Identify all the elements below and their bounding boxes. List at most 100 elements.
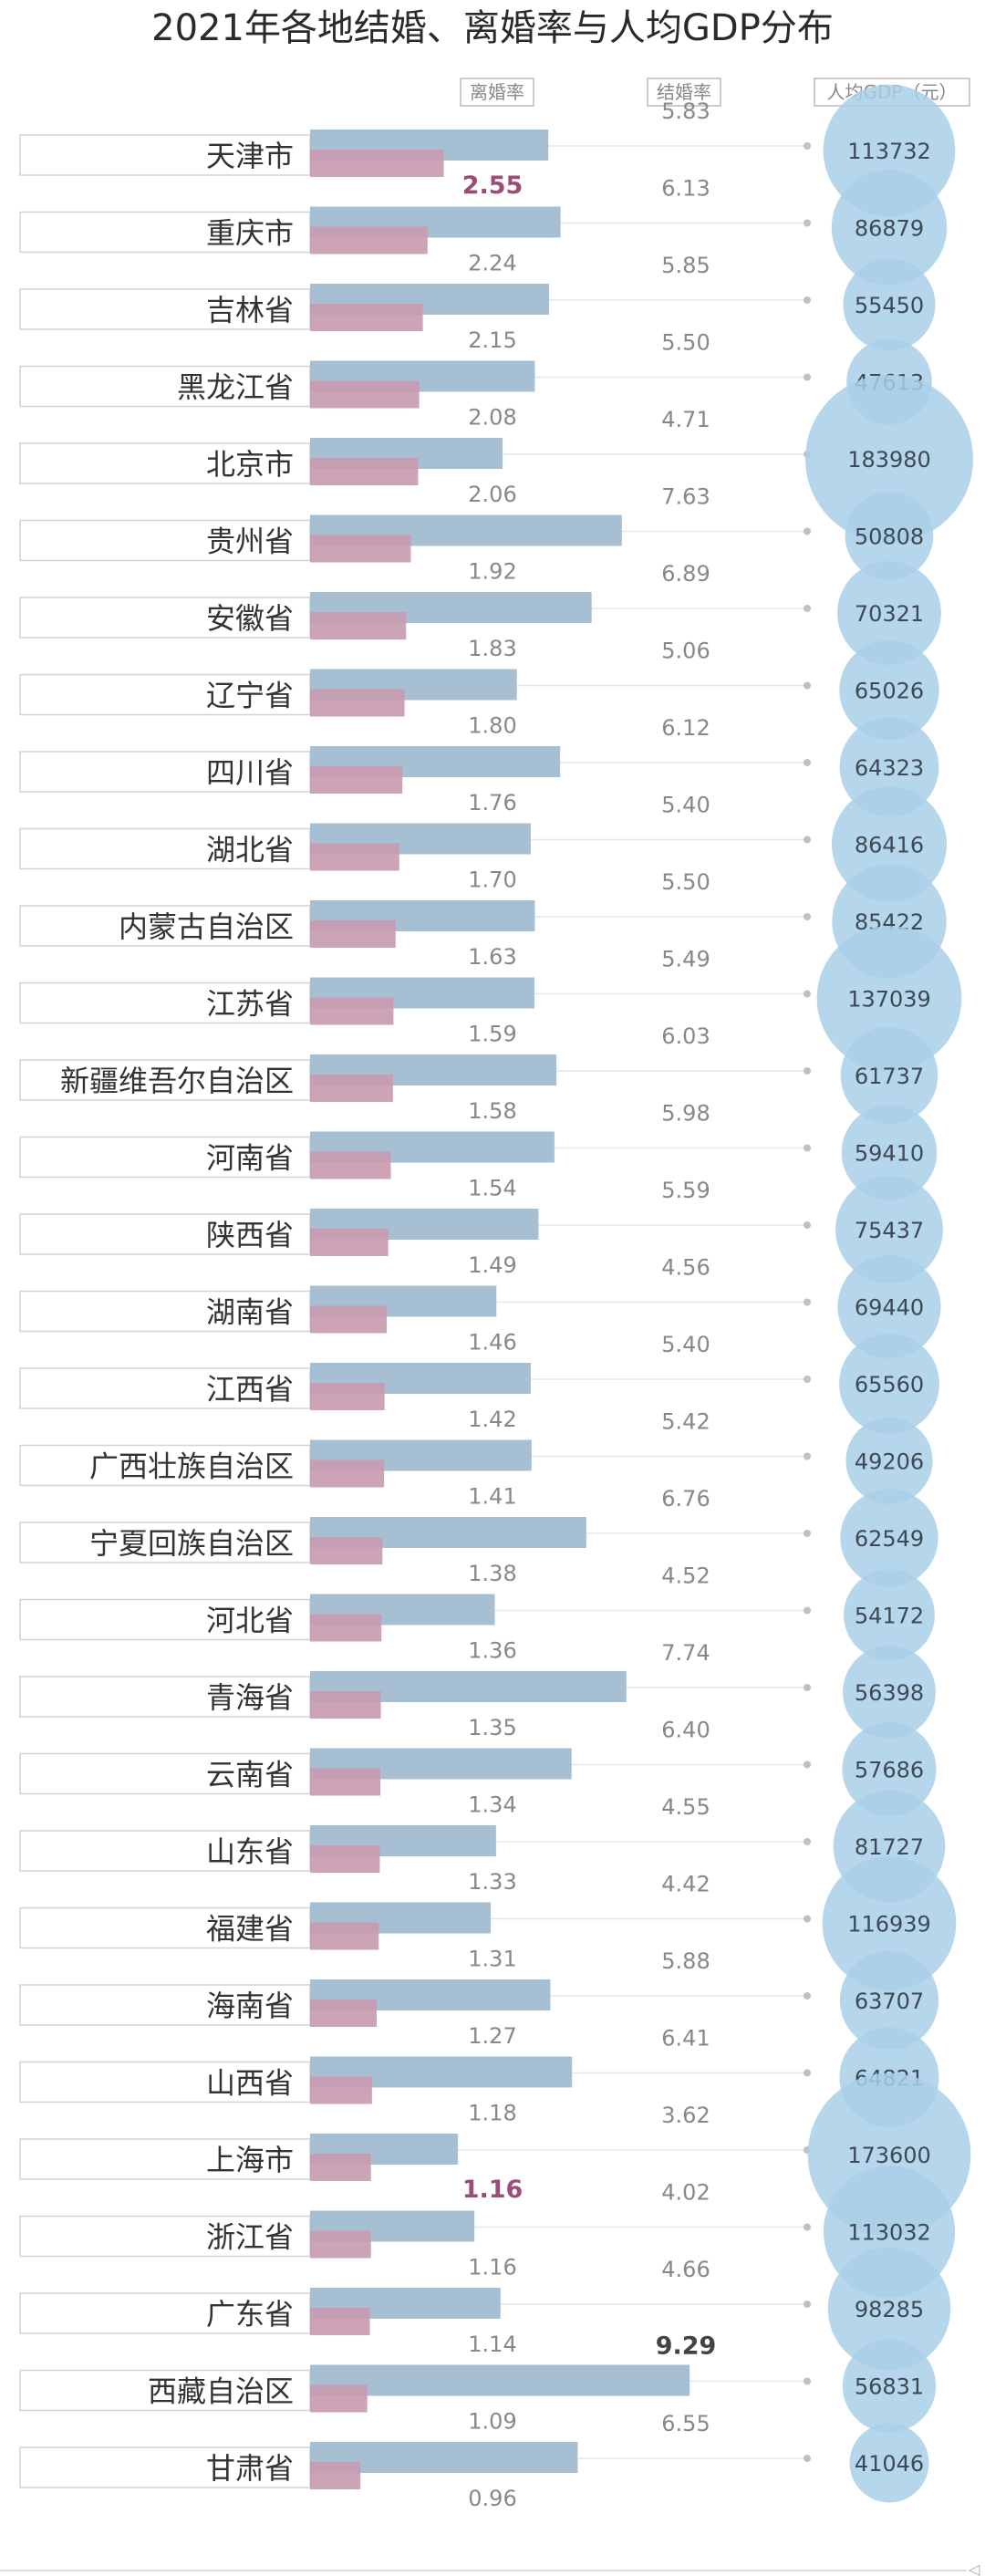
divorce-bar [310,2000,378,2027]
divorce-value-label: 1.16 [462,2176,524,2204]
divorce-bar [310,380,420,409]
chart-row: 贵州省 7.63 1.92 50808 [19,484,934,585]
marriage-value-label: 5.59 [661,1178,710,1203]
marriage-bar [310,2364,690,2396]
chart-row: 四川省 6.12 1.76 64323 [19,715,939,817]
divorce-bar [310,1383,385,1410]
guide-dot [804,1915,811,1923]
divorce-bar [310,535,411,563]
gdp-value-label: 173600 [847,2143,931,2168]
guide-dot [804,681,811,690]
guide-dot [804,1221,811,1229]
guide-dot [804,913,811,920]
gdp-value-label: 65560 [855,1372,924,1397]
gdp-bubble [842,2339,937,2433]
category-label: 上海市 [206,2143,294,2177]
chart-row: 吉林省 5.85 2.15 55450 [19,253,936,353]
guide-dot [804,219,811,227]
category-label: 山西省 [206,2066,294,2101]
divorce-bar [310,1305,387,1334]
gdp-value-label: 69440 [855,1295,924,1321]
category-label: 湖北省 [206,833,294,867]
category-label: 重庆市 [206,216,294,251]
divorce-value-label: 1.76 [468,790,516,815]
chart-row: 天津市 5.83 2.55 113732 [19,84,956,217]
guide-dot [804,990,811,998]
divorce-bar [310,2384,368,2413]
gdp-bubble [844,1569,935,1661]
marriage-value-label: 7.63 [661,484,710,510]
guide-dot [804,1298,811,1306]
guide-dot [804,373,811,381]
divorce-value-label: 2.24 [468,251,516,276]
marriage-value-label: 5.40 [661,793,710,818]
gdp-bubble [843,258,936,351]
divorce-value-label: 1.49 [468,1252,516,1278]
category-label: 黑龙江省 [177,370,294,405]
gdp-bubble [816,926,962,1071]
category-box [19,1598,311,1641]
gdp-bubble [840,1026,938,1125]
gdp-bubble [842,1721,937,1817]
marriage-value-label: 6.12 [661,715,710,741]
chart-row: 河北省 4.52 1.36 54172 [19,1563,935,1664]
chart-row: 福建省 4.42 1.31 116939 [19,1856,957,1990]
divorce-value-label: 1.14 [468,2332,516,2357]
marriage-value-label: 6.76 [661,1486,710,1511]
gdp-bubble [839,1334,939,1434]
divorce-bar [310,458,419,485]
divorce-bar [310,1614,382,1642]
gdp-bubble [839,639,939,741]
gdp-bubble [839,1950,939,2051]
chart-row: 陕西省 5.59 1.49 75437 [19,1176,943,1283]
divorce-bar [310,150,444,177]
guide-dot [804,1067,811,1075]
guide-dot [804,1376,811,1383]
category-box [19,365,311,408]
divorce-value-label: 1.63 [468,944,516,970]
divorce-value-label: 1.70 [468,867,516,893]
chart-row: 青海省 7.74 1.35 56398 [19,1640,936,1740]
chart-row: 重庆市 6.13 2.24 86879 [19,170,948,286]
gdp-value-label: 86879 [855,216,924,242]
divorce-value-label: 1.54 [468,1176,516,1201]
gdp-value-label: 54172 [855,1604,924,1629]
guide-dot [804,605,811,612]
divorce-value-label: 1.80 [468,713,516,739]
divorce-bar [310,1151,391,1179]
category-box [19,751,311,793]
marriage-value-label: 4.71 [661,407,710,432]
marriage-value-label: 4.02 [661,2180,710,2206]
chart-title: 2021年各地结婚、离婚率与人均GDP分布 [151,7,834,49]
divorce-bar [310,1845,380,1873]
category-label: 浙江省 [206,2220,294,2255]
divorce-bar [310,2462,361,2489]
divorce-bar [310,843,399,871]
gdp-bubble [841,1105,938,1200]
footer-scroll-track: ◁ [0,2560,980,2576]
gdp-bubble [839,717,939,817]
marriage-value-label: 5.06 [661,639,710,664]
gdp-value-label: 113032 [847,2220,931,2246]
marriage-value-label: 4.66 [661,2257,710,2282]
category-box [19,211,311,254]
chart-row: 辽宁省 5.06 1.80 65026 [19,639,939,741]
divorce-value-label: 2.08 [468,405,516,431]
divorce-value-label: 1.36 [468,1638,516,1664]
category-label: 安徽省 [206,601,294,636]
divorce-value-label: 2.55 [462,171,524,200]
chart-row: 湖南省 4.56 1.46 69440 [19,1255,941,1359]
category-label: 天津市 [206,139,294,173]
category-box [19,673,311,716]
chart-row: 江苏省 5.49 1.59 137039 [19,926,962,1071]
guide-dot [804,836,811,844]
divorce-value-label: 1.31 [468,1947,516,1972]
divorce-value-label: 1.46 [468,1330,516,1356]
legend-marriage: 结婚率 [647,78,721,107]
chart-row: 江西省 5.40 1.42 65560 [19,1332,939,1434]
legend-marriage-label: 结婚率 [657,81,711,103]
gdp-value-label: 137039 [847,987,931,1013]
marriage-value-label: 4.55 [661,1794,710,1820]
guide-dot [804,1761,811,1769]
